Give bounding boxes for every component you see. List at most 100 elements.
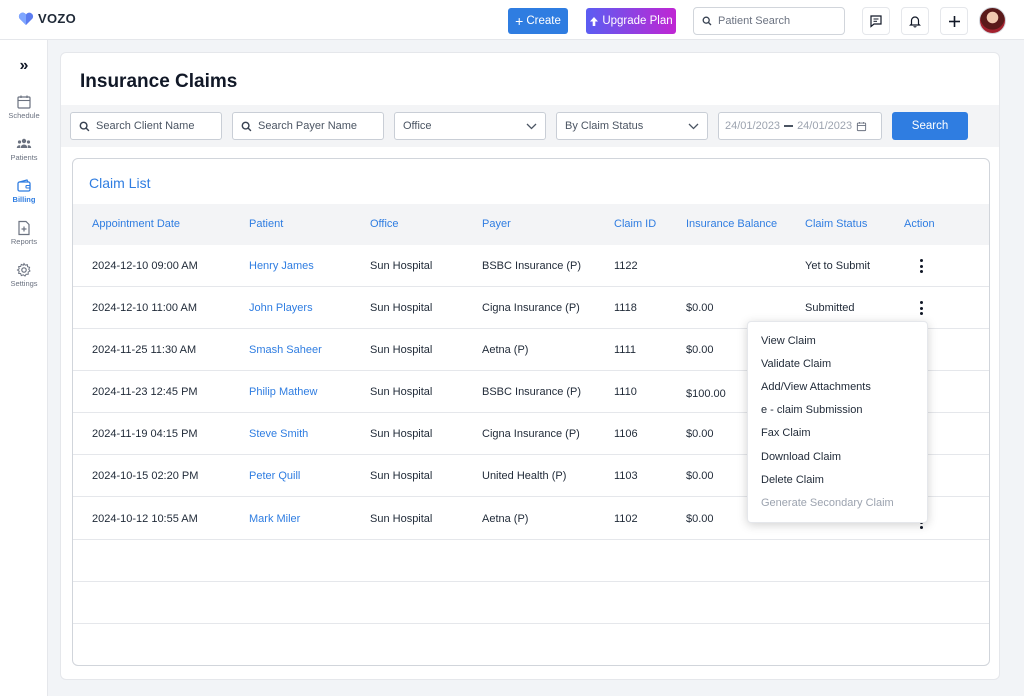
patient-search-input[interactable] — [718, 15, 838, 27]
sidebar: » Schedule Patients Billing Reports Sett… — [0, 40, 48, 696]
claim-status-select-value: By Claim Status — [565, 120, 644, 132]
message-icon — [870, 15, 882, 28]
chevron-down-icon — [688, 123, 699, 129]
empty-table-row — [73, 540, 989, 582]
messages-button[interactable] — [862, 7, 890, 35]
client-name-input[interactable] — [96, 120, 206, 132]
claim-id-cell: 1103 — [614, 470, 638, 482]
empty-table-row — [73, 582, 989, 624]
menu-item-validate-claim[interactable]: Validate Claim — [761, 357, 832, 370]
office-cell: Sun Hospital — [370, 344, 433, 356]
column-header-patient[interactable]: Patient — [249, 218, 284, 230]
wallet-icon — [17, 179, 31, 192]
add-button[interactable] — [940, 7, 968, 35]
table-row[interactable]: 2024-11-25 11:30 AM Smash Saheer Sun Hos… — [73, 329, 989, 371]
table-row[interactable]: 2024-10-15 02:20 PM Peter Quill Sun Hosp… — [73, 455, 989, 497]
more-actions-icon[interactable] — [916, 299, 926, 317]
appointment-date-cell: 2024-10-15 02:20 PM — [92, 470, 199, 482]
payer-name-input[interactable] — [258, 120, 368, 132]
table-row[interactable]: 2024-11-19 04:15 PM Steve Smith Sun Hosp… — [73, 413, 989, 455]
table-header: Appointment Date Patient Office Payer Cl… — [73, 204, 989, 245]
balance-cell: $0.00 — [686, 428, 714, 440]
column-header-claim-id[interactable]: Claim ID — [614, 218, 657, 230]
sidebar-item-patients[interactable]: Patients — [0, 136, 48, 172]
bell-icon — [909, 16, 921, 28]
appointment-date-cell: 2024-11-23 12:45 PM — [92, 386, 198, 398]
column-header-office[interactable]: Office — [370, 218, 399, 230]
date-range-picker[interactable]: 24/01/2023 24/01/2023 — [718, 112, 882, 140]
create-button[interactable]: + Create — [508, 8, 568, 34]
calendar-icon — [17, 95, 31, 109]
search-button[interactable]: Search — [892, 112, 968, 140]
upgrade-plan-button[interactable]: Upgrade Plan — [586, 8, 676, 34]
more-actions-icon[interactable] — [916, 257, 926, 275]
date-to: 24/01/2023 — [797, 120, 853, 132]
gear-icon — [16, 262, 31, 277]
menu-item-fax-claim[interactable]: Fax Claim — [761, 427, 811, 440]
balance-cell: $0.00 — [686, 470, 714, 482]
table-row[interactable]: 2024-12-10 09:00 AM Henry James Sun Hosp… — [73, 245, 989, 287]
search-icon — [241, 121, 252, 131]
appointment-date-cell: 2024-11-19 04:15 PM — [92, 428, 198, 440]
table-row[interactable]: 2024-10-12 10:55 AM Mark Miler Sun Hospi… — [73, 497, 989, 540]
sidebar-item-label: Patients — [10, 153, 38, 162]
top-bar: VOZO + Create Upgrade Plan — [0, 0, 1024, 40]
patient-search[interactable] — [693, 7, 845, 35]
office-cell: Sun Hospital — [370, 302, 433, 314]
sidebar-item-schedule[interactable]: Schedule — [0, 94, 48, 130]
balance-cell: $100.00 — [686, 388, 726, 400]
column-header-claim-status[interactable]: Claim Status — [805, 218, 868, 230]
patient-link[interactable]: Mark Miler — [249, 513, 301, 525]
balance-cell: $0.00 — [686, 513, 714, 525]
page-title: Insurance Claims — [80, 71, 238, 92]
table-row[interactable]: 2024-12-10 11:00 AM John Players Sun Hos… — [73, 287, 989, 329]
search-icon — [702, 16, 712, 26]
patient-link[interactable]: Steve Smith — [249, 428, 309, 440]
menu-item-e-claim-submission[interactable]: e - claim Submission — [761, 404, 863, 417]
chevron-down-icon — [526, 123, 537, 129]
user-avatar[interactable] — [979, 7, 1006, 34]
payer-name-search[interactable] — [232, 112, 384, 140]
menu-item-download-claim[interactable]: Download Claim — [761, 450, 842, 463]
menu-item-delete-claim[interactable]: Delete Claim — [761, 473, 824, 486]
menu-item-view-claim[interactable]: View Claim — [761, 334, 816, 347]
patient-link[interactable]: Smash Saheer — [249, 344, 322, 356]
column-header-payer[interactable]: Payer — [482, 218, 511, 230]
claim-status-select[interactable]: By Claim Status — [556, 112, 708, 140]
column-header-appointment-date[interactable]: Appointment Date — [92, 218, 181, 230]
sidebar-item-billing[interactable]: Billing — [0, 178, 48, 214]
status-cell: Yet to Submit — [805, 260, 871, 272]
balance-cell: $0.00 — [686, 302, 714, 314]
patient-link[interactable]: John Players — [249, 302, 313, 314]
patient-link[interactable]: Henry James — [249, 260, 314, 272]
sidebar-item-label: Reports — [10, 237, 38, 246]
office-cell: Sun Hospital — [370, 386, 433, 398]
patient-link[interactable]: Peter Quill — [249, 470, 301, 482]
plus-icon: + — [515, 13, 524, 29]
sidebar-item-settings[interactable]: Settings — [0, 262, 48, 298]
claim-id-cell: 1110 — [614, 386, 637, 398]
logo[interactable]: VOZO — [18, 11, 76, 26]
notifications-button[interactable] — [901, 7, 929, 35]
patient-link[interactable]: Philip Mathew — [249, 386, 318, 398]
column-header-insurance-balance[interactable]: Insurance Balance — [686, 218, 778, 230]
office-cell: Sun Hospital — [370, 470, 433, 482]
office-select[interactable]: Office — [394, 112, 546, 140]
menu-item-attachments[interactable]: Add/View Attachments — [761, 380, 871, 393]
appointment-date-cell: 2024-11-25 11:30 AM — [92, 344, 197, 356]
payer-cell: Cigna Insurance (P) — [482, 302, 580, 314]
expand-sidebar-icon[interactable]: » — [19, 57, 29, 74]
claim-id-cell: 1122 — [614, 260, 638, 272]
client-name-search[interactable] — [70, 112, 222, 140]
create-label: Create — [526, 15, 561, 27]
logo-text: VOZO — [38, 11, 77, 26]
office-cell: Sun Hospital — [370, 428, 433, 440]
payer-cell: BSBC Insurance (P) — [482, 260, 582, 272]
claim-id-cell: 1106 — [614, 428, 638, 440]
payer-cell: Aetna (P) — [482, 344, 529, 356]
date-separator — [784, 125, 794, 127]
sidebar-item-reports[interactable]: Reports — [0, 220, 48, 256]
table-row[interactable]: 2024-11-23 12:45 PM Philip Mathew Sun Ho… — [73, 371, 989, 413]
claim-id-cell: 1102 — [614, 513, 638, 525]
filter-bar: Office By Claim Status 24/01/2023 24/01/… — [61, 105, 999, 147]
